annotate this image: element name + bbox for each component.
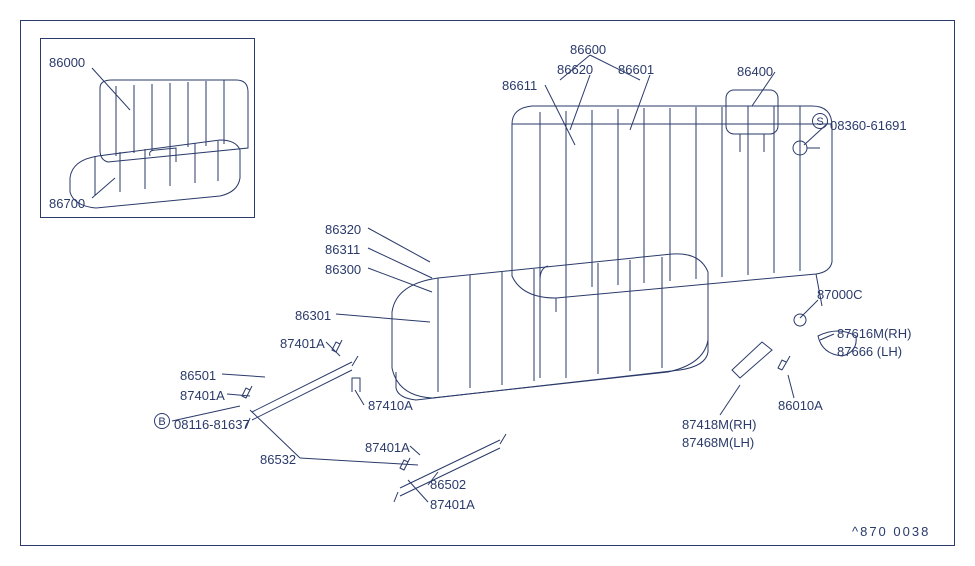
callout-86010a: 86010A — [778, 398, 823, 413]
callout-08116: 08116-81637 — [174, 417, 250, 432]
callout-86620: 86620 — [557, 62, 593, 77]
callout-86400: 86400 — [737, 64, 773, 79]
callout-86311: 86311 — [325, 242, 360, 257]
circled-s-icon: S — [812, 113, 828, 129]
callout-86601: 86601 — [618, 62, 654, 77]
callout-87616m: 87616M(RH) — [837, 326, 911, 341]
callout-86501: 86501 — [180, 368, 216, 383]
footer-code: ^870 0038 — [852, 524, 930, 539]
callout-86320: 86320 — [325, 222, 361, 237]
callout-87666: 87666 (LH) — [837, 344, 902, 359]
callout-86301: 86301 — [295, 308, 331, 323]
callout-87401a-4: 87401A — [430, 497, 475, 512]
callout-87418m: 87418M(RH) — [682, 417, 756, 432]
callout-08360: 08360-61691 — [830, 118, 907, 133]
callout-86300: 86300 — [325, 262, 361, 277]
callout-87468m: 87468M(LH) — [682, 435, 754, 450]
callout-86532: 86532 — [260, 452, 296, 467]
callout-86502: 86502 — [430, 477, 466, 492]
callout-86700: 86700 — [49, 196, 85, 211]
circled-b-icon: B — [154, 413, 170, 429]
callout-87401a-3: 87401A — [365, 440, 410, 455]
callout-87401a-1: 87401A — [280, 336, 325, 351]
callout-87000c: 87000C — [817, 287, 863, 302]
callout-87410a: 87410A — [368, 398, 413, 413]
callout-86600: 86600 — [570, 42, 606, 57]
callout-87401a-2: 87401A — [180, 388, 225, 403]
callout-86611: 86611 — [502, 78, 537, 93]
callout-86000: 86000 — [49, 55, 85, 70]
